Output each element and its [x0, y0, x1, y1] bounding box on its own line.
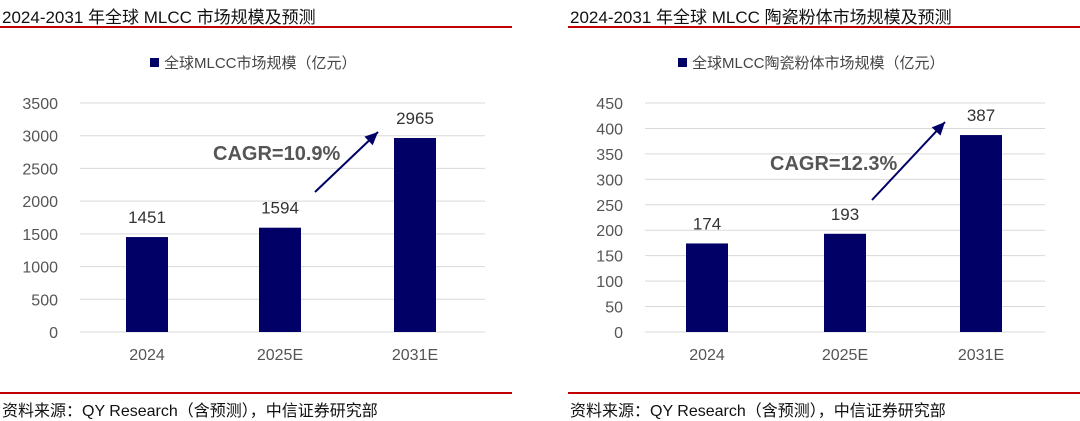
y-tick-label: 450: [596, 96, 623, 113]
y-tick-label: 1500: [22, 227, 58, 244]
y-tick-label: 2000: [22, 194, 58, 211]
chart-title: 2024-2031 年全球 MLCC 市场规模及预测: [2, 8, 316, 27]
data-label: 1594: [261, 199, 299, 218]
data-label: 1451: [128, 208, 166, 227]
title-divider: [568, 26, 1080, 28]
source-note: 资料来源：QY Research（含预测），中信证券研究部: [2, 403, 378, 420]
bar: [960, 135, 1002, 332]
chart-panel-mlcc: 2024-2031 年全球 MLCC 市场规模及预测 全球MLCC市场规模（亿元…: [0, 0, 512, 420]
y-tick-label: 350: [596, 147, 623, 164]
chart-title: 2024-2031 年全球 MLCC 陶瓷粉体市场规模及预测: [570, 8, 952, 27]
legend-label: 全球MLCC市场规模（亿元）: [164, 54, 357, 72]
legend-label: 全球MLCC陶瓷粉体市场规模（亿元）: [692, 54, 945, 72]
y-tick-label: 100: [596, 274, 623, 291]
x-tick-label: 2025E: [822, 347, 868, 364]
x-tick-label: 2024: [129, 347, 165, 364]
y-tick-label: 200: [596, 223, 623, 240]
legend-swatch: [678, 58, 687, 67]
cagr-annotation: CAGR=12.3%: [770, 153, 897, 175]
y-tick-label: 2500: [22, 161, 58, 178]
y-tick-label: 150: [596, 249, 623, 266]
y-tick-label: 3000: [22, 129, 58, 146]
arrowhead-icon: [364, 132, 378, 146]
footer-divider: [568, 392, 1080, 394]
cagr-arrow: [314, 131, 379, 193]
bar: [394, 138, 436, 332]
x-tick-label: 2025E: [257, 347, 303, 364]
data-label: 387: [967, 106, 995, 125]
bar: [686, 243, 728, 332]
data-label: 174: [693, 214, 721, 233]
y-tick-label: 500: [31, 292, 58, 309]
y-tick-label: 1000: [22, 260, 58, 277]
x-tick-label: 2031E: [958, 347, 1004, 364]
cagr-annotation: CAGR=10.9%: [213, 143, 340, 165]
y-tick-label: 0: [614, 325, 623, 342]
y-tick-label: 400: [596, 121, 623, 138]
cagr-arrow: [871, 121, 946, 201]
bar: [824, 233, 866, 332]
bar: [259, 227, 301, 332]
y-tick-label: 0: [49, 325, 58, 342]
title-divider: [0, 26, 512, 28]
chart-panel-ceramic-powder: 2024-2031 年全球 MLCC 陶瓷粉体市场规模及预测 全球MLCC陶瓷粉…: [568, 0, 1080, 420]
chart-svg: 全球MLCC陶瓷粉体市场规模（亿元） 0 50 100 150 200 250 300 350 4…: [596, 54, 1045, 364]
data-label: 193: [831, 205, 859, 224]
x-tick-label: 2031E: [392, 347, 438, 364]
y-tick-label: 50: [605, 300, 623, 317]
data-label: 2965: [396, 109, 434, 128]
legend-swatch: [150, 58, 159, 67]
chart-svg: 全球MLCC市场规模（亿元） 0 500 1000 1500 2000 2500 3000 35…: [22, 54, 485, 364]
x-tick-label: 2024: [689, 347, 725, 364]
y-tick-label: 300: [596, 172, 623, 189]
y-tick-label: 3500: [22, 96, 58, 113]
source-note: 资料来源：QY Research（含预测），中信证券研究部: [570, 403, 946, 420]
arrowhead-icon: [931, 122, 945, 136]
bar: [126, 237, 168, 332]
footer-divider: [0, 392, 512, 394]
y-tick-label: 250: [596, 198, 623, 215]
